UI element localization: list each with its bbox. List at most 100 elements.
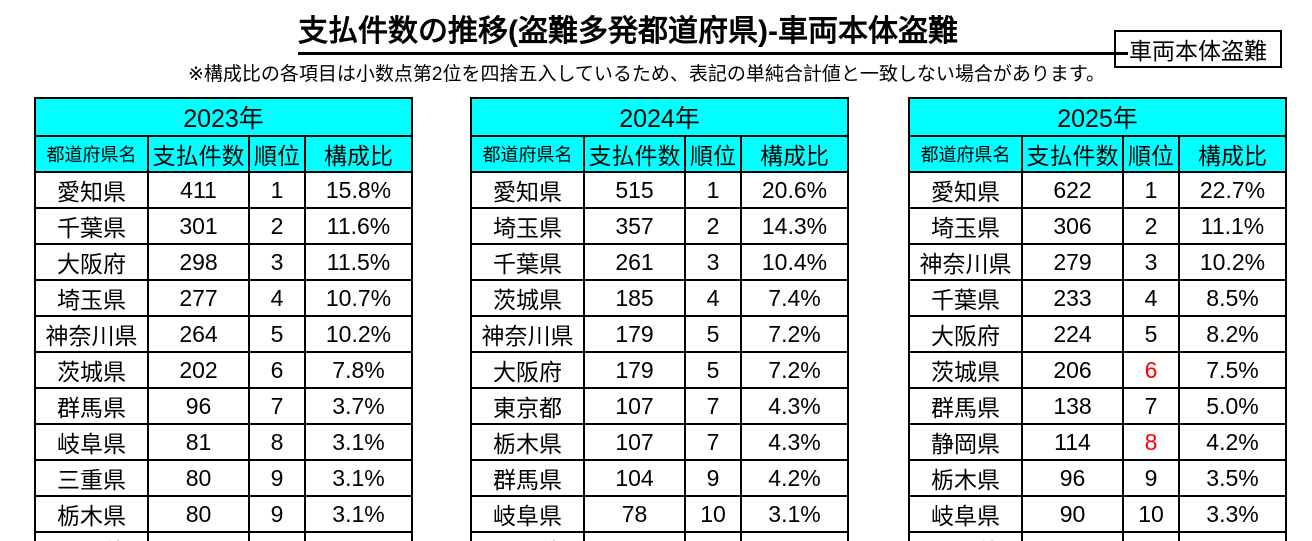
table-row: 埼玉県 306 2 11.1%	[908, 207, 1287, 245]
pref-cell: 岐阜県	[470, 495, 585, 533]
share-cell: 20.6%	[740, 171, 849, 209]
share-cell: 10.2%	[304, 315, 413, 353]
rank-cell: 2	[248, 207, 306, 245]
rank-cell: 7	[1122, 387, 1180, 425]
count-cell: 185	[583, 279, 686, 317]
rank-cell: 4	[1122, 279, 1180, 317]
share-cell: 10.7%	[304, 279, 413, 317]
pref-cell: 静岡県	[908, 423, 1023, 461]
count-cell: 80	[147, 495, 250, 533]
share-cell: 11.6%	[304, 207, 413, 245]
table-row: 埼玉県 277 4 10.7%	[34, 279, 413, 317]
rank-cell: 7	[684, 423, 742, 461]
share-cell: 4.2%	[1178, 423, 1287, 461]
table-row: 茨城県 202 6 7.8%	[34, 351, 413, 389]
table-row: 岐阜県 81 8 3.1%	[34, 423, 413, 461]
pref-cell: 栃木県	[34, 495, 149, 533]
table-row: 栃木県 107 7 4.3%	[470, 423, 849, 461]
table-row: その他507-19.5%	[34, 531, 413, 541]
pref-cell: 大阪府	[908, 315, 1023, 353]
column-header-pref: 都道府県名	[34, 135, 149, 173]
share-cell: 3.5%	[1178, 459, 1287, 497]
share-cell: 8.2%	[1178, 315, 1287, 353]
count-cell: 357	[583, 207, 686, 245]
count-cell: 206	[1021, 351, 1124, 389]
share-cell: 10.2%	[1178, 243, 1287, 281]
column-header-row: 都道府県名 支払件数 順位 構成比	[470, 135, 849, 173]
column-header-rank: 順位	[1122, 135, 1180, 173]
count-cell: 411	[147, 171, 250, 209]
year-table: 2023年 都道府県名 支払件数 順位 構成比 愛知県 411 1 15.8% 千葉県 301 2 11…	[34, 97, 413, 541]
year-table: 2024年 都道府県名 支払件数 順位 構成比 愛知県 515 1 20.6% 埼玉県 357 2 14…	[470, 97, 849, 541]
year-header-row: 2023年	[34, 97, 413, 137]
share-cell: 3.1%	[304, 423, 413, 461]
table-row: 埼玉県 357 2 14.3%	[470, 207, 849, 245]
rank-cell: 10	[1122, 495, 1180, 533]
count-cell: 515	[583, 171, 686, 209]
rank-cell: 1	[1122, 171, 1180, 209]
table-row: 愛知県 622 1 22.7%	[908, 171, 1287, 209]
share-cell: 19.5%	[304, 531, 413, 541]
pref-cell: 東京都	[470, 387, 585, 425]
column-header-count: 支払件数	[1021, 135, 1124, 173]
table-row: 大阪府 298 3 11.5%	[34, 243, 413, 281]
pref-cell: 愛知県	[34, 171, 149, 209]
year-table: 2025年 都道府県名 支払件数 順位 構成比 愛知県 622 1 22.7% 埼玉県 306 2 11…	[908, 97, 1287, 541]
count-cell: 264	[147, 315, 250, 353]
count-cell: 107	[583, 387, 686, 425]
table-row: 大阪府 224 5 8.2%	[908, 315, 1287, 353]
column-header-row: 都道府県名 支払件数 順位 構成比	[908, 135, 1287, 173]
table-row: その他427-17.1%	[470, 531, 849, 541]
column-header-count: 支払件数	[583, 135, 686, 173]
share-cell: 3.1%	[304, 495, 413, 533]
count-cell: 80	[147, 459, 250, 497]
share-cell: 17.1%	[740, 531, 849, 541]
table-row: 茨城県 206 6 7.5%	[908, 351, 1287, 389]
pref-cell: 群馬県	[908, 387, 1023, 425]
table-row: 栃木県 96 9 3.5%	[908, 459, 1287, 497]
footnote-text: ※構成比の各項目は小数点第2位を四捨五入しているため、表記の単純合計値と一致しな…	[188, 64, 1106, 85]
pref-cell: 千葉県	[470, 243, 585, 281]
table-row: 群馬県 104 9 4.2%	[470, 459, 849, 497]
column-header-rank: 順位	[684, 135, 742, 173]
share-cell: 7.8%	[304, 351, 413, 389]
share-cell: 11.5%	[304, 243, 413, 281]
share-cell: 7.4%	[740, 279, 849, 317]
count-cell: 202	[147, 351, 250, 389]
share-cell: 11.1%	[1178, 207, 1287, 245]
share-cell: 14.3%	[740, 207, 849, 245]
pref-cell: その他	[908, 531, 1023, 541]
count-cell: 279	[1021, 243, 1124, 281]
category-box: 車両本体盗難	[1114, 30, 1282, 68]
count-cell: 277	[147, 279, 250, 317]
rank-cell: 2	[684, 207, 742, 245]
column-header-share: 構成比	[1178, 135, 1287, 173]
rank-cell: -	[248, 531, 306, 541]
count-cell: 233	[1021, 279, 1124, 317]
share-cell: 5.0%	[1178, 387, 1287, 425]
count-cell: 179	[583, 351, 686, 389]
year-header: 2024年	[470, 97, 849, 137]
share-cell: 7.2%	[740, 351, 849, 389]
pref-cell: その他	[470, 531, 585, 541]
rank-cell: 1	[684, 171, 742, 209]
column-header-rank: 順位	[248, 135, 306, 173]
column-header-share: 構成比	[304, 135, 413, 173]
share-cell: 3.3%	[1178, 495, 1287, 533]
table-row: 愛知県 411 1 15.8%	[34, 171, 413, 209]
table-row: 三重県 80 9 3.1%	[34, 459, 413, 497]
rank-cell: -	[684, 531, 742, 541]
count-cell: 622	[1021, 171, 1124, 209]
table-row: その他438-16.0%	[908, 531, 1287, 541]
rank-cell: 6	[248, 351, 306, 389]
share-cell: 10.4%	[740, 243, 849, 281]
table-row: 神奈川県 179 5 7.2%	[470, 315, 849, 353]
pref-cell: 栃木県	[470, 423, 585, 461]
table-row: 栃木県 80 9 3.1%	[34, 495, 413, 533]
share-cell: 22.7%	[1178, 171, 1287, 209]
share-cell: 15.8%	[304, 171, 413, 209]
count-cell: 427	[583, 531, 686, 541]
rank-cell: 9	[1122, 459, 1180, 497]
rank-cell: 5	[684, 351, 742, 389]
share-cell: 4.2%	[740, 459, 849, 497]
